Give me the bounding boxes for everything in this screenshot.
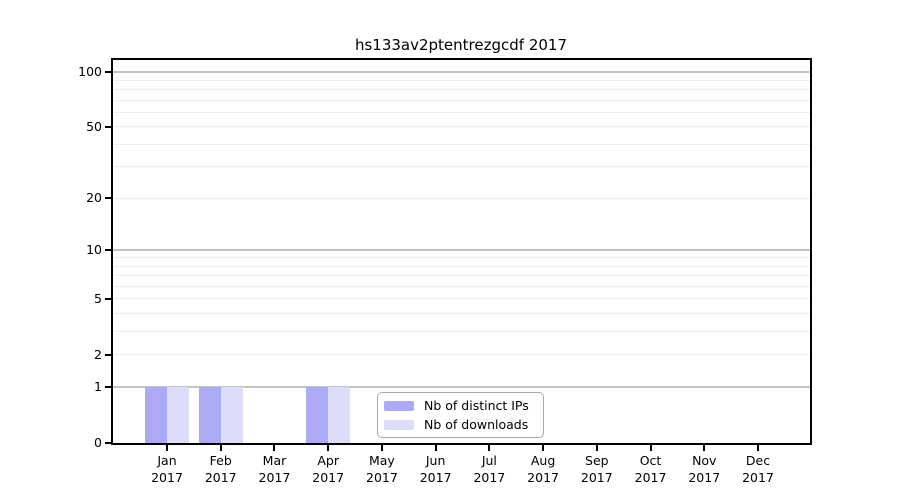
x-tick [327,445,330,451]
x-tick [219,445,222,451]
x-tick-month: Apr [317,453,339,468]
y-tick-label: 2 [94,346,102,362]
x-tick-label: May 2017 [342,452,422,486]
x-tick-month: Jul [481,453,497,468]
x-tick [434,445,437,451]
x-tick [166,445,168,451]
x-tick-year: 2017 [527,470,559,485]
x-tick [542,445,545,451]
x-tick [595,445,598,451]
x-tick-label: Aug 2017 [503,452,583,486]
bar [220,387,243,443]
x-tick-year: 2017 [634,470,667,485]
gridline-minor [113,89,810,91]
x-tick-label: Oct 2017 [611,452,691,486]
y-tick-label: 5 [94,290,102,306]
x-tick [703,445,706,451]
x-tick-label: Mar 2017 [234,452,314,486]
gridline-minor [113,275,810,277]
x-tick-month: Jun [425,453,446,468]
gridline-minor [113,313,810,315]
y-tick [105,442,111,444]
gridline-minor [113,126,810,128]
bar [328,387,351,443]
x-tick-label: Nov 2017 [664,452,744,486]
x-tick-label: Jan 2017 [127,452,207,486]
gridline-minor [113,354,810,356]
legend-label: Nb of distinct IPs [424,398,529,413]
bar [306,387,329,443]
y-tick-label: 50 [86,118,102,134]
x-tick-year: 2017 [473,470,506,485]
gridline-major [113,71,810,73]
y-tick [105,297,111,300]
gridline-major [113,386,810,389]
gridline-major [113,249,810,252]
x-tick-year: 2017 [742,470,774,485]
x-tick-year: 2017 [688,470,721,485]
x-tick-month: Feb [209,453,232,468]
x-tick-month: Sep [585,453,609,468]
y-tick [105,71,111,73]
bar [198,387,221,443]
gridline-minor [113,112,810,114]
gridline-minor [113,286,810,288]
x-tick-month: Mar [262,453,287,468]
y-tick-label: 10 [86,242,102,258]
legend-item: Nb of distinct IPs [384,396,537,415]
legend-item: Nb of downloads [384,415,537,434]
y-tick [105,249,111,252]
y-tick-label: 0 [94,435,102,450]
x-tick-label: Jul 2017 [449,452,529,486]
x-tick-year: 2017 [204,470,237,485]
x-tick-month: May [368,453,395,468]
gridline-minor [113,265,810,267]
x-tick-year: 2017 [580,470,613,485]
x-tick-month: Aug [530,453,556,468]
chart-title: hs133av2ptentrezgcdf 2017 [354,36,568,54]
gridline-minor [113,298,810,300]
x-tick-month: Dec [745,453,771,468]
x-tick-year: 2017 [312,470,345,485]
x-tick [488,445,491,451]
gridline-minor [113,166,810,168]
legend-swatch [384,419,414,430]
legend: Nb of distinct IPs Nb of downloads [377,392,544,438]
y-tick [105,125,111,128]
x-tick-month: Nov [692,453,717,468]
x-tick-label: Apr 2017 [288,452,368,486]
gridline-minor [113,99,810,101]
gridline-minor [113,79,810,81]
y-tick [105,353,111,356]
x-tick [273,445,276,451]
gridline-minor [113,331,810,333]
y-tick [105,386,111,389]
x-tick-label: Feb 2017 [181,452,261,486]
x-tick-year: 2017 [151,470,183,485]
y-tick-label: 1 [94,379,102,395]
x-tick-label: Sep 2017 [557,452,637,486]
y-tick-label: 100 [78,64,102,79]
x-tick [756,445,759,451]
x-tick [380,445,383,451]
legend-swatch [384,400,414,411]
gridline-minor [113,197,810,199]
bar [167,387,189,443]
x-tick-label: Jun 2017 [396,452,476,486]
legend-label: Nb of downloads [424,417,529,432]
x-tick-month: Oct [639,453,662,468]
x-tick-year: 2017 [366,470,398,485]
x-tick-label: Dec 2017 [718,452,798,486]
bar [145,387,167,443]
gridline-minor [113,257,810,259]
x-tick-year: 2017 [419,470,452,485]
gridline-minor [113,143,810,145]
y-tick [105,197,111,200]
x-tick-month: Jan [157,453,177,468]
x-tick [649,445,652,451]
x-tick-year: 2017 [258,470,291,485]
y-tick-label: 20 [86,190,102,206]
